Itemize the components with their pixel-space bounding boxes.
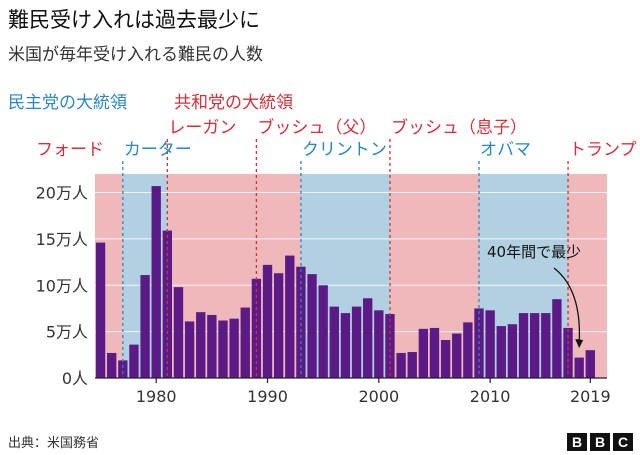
bar — [552, 299, 562, 378]
bar — [307, 274, 317, 378]
bbc-logo-letter: B — [567, 433, 587, 451]
source-note: 出典：米国務省 — [8, 436, 100, 451]
x-tick-label: 2000 — [358, 387, 399, 406]
bar — [374, 310, 384, 378]
bar — [541, 313, 551, 378]
bar — [229, 318, 239, 378]
president-label: ブッシュ（息子） — [391, 117, 527, 138]
annotation-text: 40年間で最少 — [487, 243, 581, 261]
y-tick-label: 10万人 — [36, 276, 88, 295]
y-tick-label: 15万人 — [36, 230, 88, 249]
chart-subtitle: 米国が毎年受け入れる難民の人数 — [8, 45, 263, 65]
legend-democrat: 民主党の大統領 — [8, 93, 127, 113]
bar — [318, 285, 328, 378]
bar — [496, 326, 506, 378]
bbc-logo-letter: C — [613, 433, 633, 451]
bar — [95, 242, 106, 378]
bar — [429, 327, 440, 378]
y-tick-label: 20万人 — [36, 184, 88, 203]
y-tick-label: 0人 — [62, 369, 88, 388]
x-tick-label: 1990 — [247, 387, 288, 406]
bar — [196, 312, 206, 378]
bar — [207, 314, 217, 378]
president-label: レーガン — [168, 118, 236, 138]
annotation-arrow — [553, 267, 581, 344]
x-tick-label: 2019 — [570, 387, 611, 406]
bar — [363, 298, 373, 378]
bar — [585, 350, 595, 378]
bar — [118, 360, 128, 378]
bar — [385, 314, 395, 378]
bar — [162, 230, 173, 378]
president-label: ブッシュ（父） — [257, 117, 376, 138]
bar — [329, 306, 339, 378]
bar — [240, 307, 250, 378]
bar — [440, 339, 451, 378]
bar — [184, 321, 195, 378]
x-tick-label: 1980 — [136, 387, 177, 406]
bar — [262, 264, 273, 378]
president-label: フォード — [36, 140, 104, 160]
bar — [418, 328, 429, 378]
president-label: トランプ — [569, 140, 637, 160]
bar — [407, 352, 417, 378]
bar — [296, 266, 306, 378]
bar — [273, 273, 284, 378]
bar — [140, 275, 150, 378]
bar — [340, 313, 351, 378]
y-tick-label: 5万人 — [46, 323, 88, 342]
bar — [351, 306, 362, 378]
x-tick-label: 2010 — [470, 387, 511, 406]
bar — [251, 278, 262, 378]
bar — [452, 333, 462, 378]
president-label: カーター — [124, 140, 192, 160]
annotation-arrowhead — [575, 339, 584, 348]
bar — [574, 357, 584, 378]
bbc-logo: B B C — [567, 433, 633, 451]
legend-republican: 共和党の大統領 — [174, 93, 293, 113]
presidency-band — [568, 174, 607, 378]
bar — [518, 313, 529, 378]
bar — [151, 186, 161, 378]
bar — [463, 322, 473, 378]
bar — [173, 287, 184, 378]
bar — [285, 255, 295, 378]
bar — [563, 327, 573, 378]
bar — [507, 324, 518, 378]
president-label: クリントン — [302, 140, 387, 160]
bar — [485, 310, 495, 378]
bar — [129, 344, 139, 378]
president-label: オバマ — [480, 140, 531, 160]
bar — [107, 352, 117, 378]
bbc-logo-letter: B — [590, 433, 610, 451]
chart-title: 難民受け入れは過去最少に — [8, 8, 260, 32]
bar — [529, 313, 540, 378]
bar — [396, 352, 406, 378]
bar — [218, 320, 228, 378]
